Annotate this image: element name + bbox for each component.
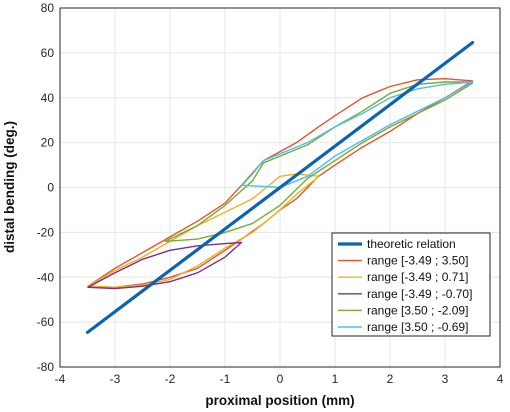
series-line-4 bbox=[164, 81, 474, 243]
legend: theoretic relation range [-3.49 ; 3.50] ra… bbox=[331, 232, 491, 337]
x-tick-label: 4 bbox=[497, 372, 504, 386]
legend-box bbox=[331, 232, 491, 337]
x-tick-label: 3 bbox=[442, 372, 449, 386]
y-tick-label: -80 bbox=[37, 360, 55, 374]
series-line-1 bbox=[87, 77, 474, 288]
x-tick-label: -2 bbox=[165, 372, 176, 386]
y-tick-label: -60 bbox=[37, 315, 55, 329]
y-tick-label: -40 bbox=[37, 270, 55, 284]
legend-label-0: theoretic relation bbox=[367, 237, 456, 251]
legend-label-5: range [3.50 ; -0.69] bbox=[367, 320, 468, 334]
x-axis-label: proximal position (mm) bbox=[205, 393, 354, 408]
y-tick-label: 40 bbox=[41, 91, 55, 105]
series-line-3 bbox=[87, 241, 243, 290]
x-tick-label: 0 bbox=[277, 372, 284, 386]
y-axis-label: distal bending (deg.) bbox=[2, 121, 17, 253]
y-tick-label: 0 bbox=[47, 181, 54, 195]
x-tick-label: 2 bbox=[387, 372, 394, 386]
legend-label-4: range [3.50 ; -2.09] bbox=[367, 303, 468, 317]
x-tick-label: -1 bbox=[220, 372, 231, 386]
x-tick-label: -3 bbox=[110, 372, 121, 386]
x-tick-label: -4 bbox=[55, 372, 66, 386]
legend-label-2: range [-3.49 ; 0.71] bbox=[367, 270, 468, 284]
series-line-5 bbox=[241, 81, 474, 189]
plot-frame bbox=[59, 7, 501, 368]
y-tick-label: 20 bbox=[41, 136, 55, 150]
plot-lines bbox=[85, 40, 475, 334]
y-tick-label: 80 bbox=[41, 1, 55, 15]
x-tick-labels: -4 -3 -2 -1 0 1 2 3 4 bbox=[55, 372, 504, 386]
series-line-0 bbox=[85, 40, 475, 334]
y-tick-labels: -80 -60 -40 -20 0 20 40 60 80 bbox=[37, 1, 55, 374]
series-line-2 bbox=[87, 173, 320, 288]
x-tick-label: 1 bbox=[332, 372, 339, 386]
y-tick-label: 60 bbox=[41, 46, 55, 60]
legend-label-1: range [-3.49 ; 3.50] bbox=[367, 254, 468, 268]
y-tick-label: -20 bbox=[37, 225, 55, 239]
legend-label-3: range [-3.49 ; -0.70] bbox=[367, 287, 472, 301]
